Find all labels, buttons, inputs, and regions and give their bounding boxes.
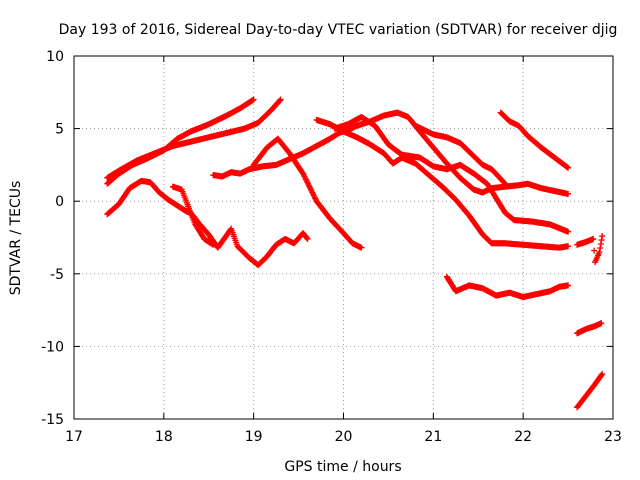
y-tick-label: -10 [41,339,64,355]
series-arc7 [313,116,572,251]
y-tick-label: 10 [46,49,64,65]
series-arc12 [574,233,606,266]
data-point [276,97,283,104]
data-point [599,233,606,240]
x-tick-label: 17 [65,429,83,445]
y-tick-label: -5 [50,267,64,283]
data-point [303,234,310,241]
x-tick-label: 21 [424,429,442,445]
data-point [502,180,509,187]
data-point [599,370,606,377]
data-point [304,235,311,242]
y-tick-label: 5 [55,122,64,138]
x-axis-title: GPS time / hours [284,459,401,475]
series-arc14 [574,370,606,411]
x-tick-label: 19 [245,429,263,445]
data-point [565,190,572,197]
data-point [598,320,605,327]
series-arc10 [497,109,572,171]
data-point [210,241,217,248]
x-tick-label: 18 [155,429,173,445]
data-point [565,228,572,235]
chart-title: Day 193 of 2016, Sidereal Day-to-day VTE… [59,22,618,38]
series-arc2 [104,96,284,181]
data-point [597,241,604,248]
y-tick-label: 0 [55,194,64,210]
series-arc6 [250,135,365,251]
data-point [597,245,604,252]
data-point [250,96,257,103]
x-tick-label: 22 [514,429,532,445]
data-point [590,235,597,242]
data-point [565,164,572,171]
series-arc11 [443,273,572,301]
data-point [598,237,605,244]
x-tick-label: 20 [335,429,353,445]
data-point [591,247,598,254]
data-point [598,372,605,379]
series-arc9 [412,122,509,187]
data-point [565,282,572,289]
data-points [104,96,606,411]
data-point [596,249,603,256]
grid-lines [74,56,613,419]
data-point [565,243,572,250]
data-point [358,244,365,251]
series-arc3 [104,177,311,269]
y-axis-title: SDTVAR / TECUs [8,181,24,296]
series-arc8 [331,113,572,235]
data-point [501,180,508,187]
series-arc13 [574,320,605,337]
y-tick-label: -15 [41,412,64,428]
series-arc4 [169,183,217,248]
data-point [277,96,284,103]
axis-ticks: 17 18 19 20 21 22 23 10 5 0 -5 -10 -15 [41,49,622,445]
x-tick-label: 23 [604,429,622,445]
series-arc5 [210,109,572,197]
